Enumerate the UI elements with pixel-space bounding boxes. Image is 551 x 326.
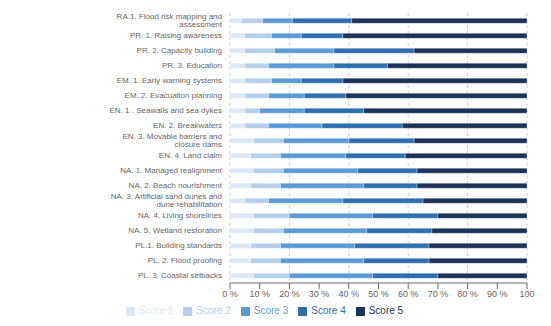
svg-text:PR. 2. Capacity building: PR. 2. Capacity building (137, 46, 222, 55)
svg-text:10 %: 10 % (249, 289, 270, 299)
svg-text:60 %: 60 % (398, 289, 419, 299)
svg-text:100: 100 (519, 289, 534, 299)
svg-text:NA. 3. Artificial sand dunes a: NA. 3. Artificial sand dunes anddune reh… (111, 192, 222, 209)
svg-text:NA. 2. Beach nourishment: NA. 2. Beach nourishment (129, 181, 223, 190)
svg-text:40 %: 40 % (339, 289, 360, 299)
svg-text:RA.1. Flood risk mapping andas: RA.1. Flood risk mapping andassessment (117, 12, 223, 29)
svg-text:EN. 4. Land claim: EN. 4. Land claim (159, 151, 222, 160)
svg-text:20 %: 20 % (279, 289, 300, 299)
html-text:Score 4: Score 4 (311, 305, 346, 316)
html-text:Score 5: Score 5 (368, 305, 404, 316)
svg-text:EM. 2. Evacuation planning: EM. 2. Evacuation planning (125, 91, 222, 100)
svg-text:70 %: 70 % (428, 289, 449, 299)
svg-text:PL.1. Building standards: PL.1. Building standards (135, 241, 222, 250)
svg-text:PR. 3. Education: PR. 3. Education (162, 61, 222, 70)
html-text:Score 2: Score 2 (196, 305, 231, 316)
svg-text:0 %: 0 % (222, 289, 238, 299)
svg-text:30 %: 30 % (309, 289, 330, 299)
svg-text:PL. 3. Coastal setbacks: PL. 3. Coastal setbacks (138, 271, 222, 280)
svg-text:EM. 1. Early warning systems: EM. 1. Early warning systems (117, 76, 222, 85)
svg-text:EN. 1 . Seawalls and sea dykes: EN. 1 . Seawalls and sea dykes (109, 106, 222, 115)
svg-text:90 %: 90 % (487, 289, 508, 299)
svg-text:80 %: 80 % (457, 289, 478, 299)
svg-text:NA. 1. Managed realignment: NA. 1. Managed realignment (120, 166, 223, 175)
html-text:Score 3: Score 3 (253, 305, 289, 316)
svg-text:50 %: 50 % (368, 289, 389, 299)
svg-text:PL. 2. Flood proofing: PL. 2. Flood proofing (148, 256, 222, 265)
svg-text:PR. 1. Raising awareness: PR. 1. Raising awareness (130, 31, 222, 40)
html-text:Score 1: Score 1 (138, 305, 174, 316)
svg-text:NA. 4. Living shorelines: NA. 4. Living shorelines (138, 211, 222, 220)
svg-text:EN. 2. Breakwaters: EN. 2. Breakwaters (153, 121, 222, 130)
svg-text:NA. 5. Wetland restoration: NA. 5. Wetland restoration (128, 226, 222, 235)
svg-text:EN. 3. Movable barriers andclo: EN. 3. Movable barriers andclosure dams (122, 132, 222, 149)
